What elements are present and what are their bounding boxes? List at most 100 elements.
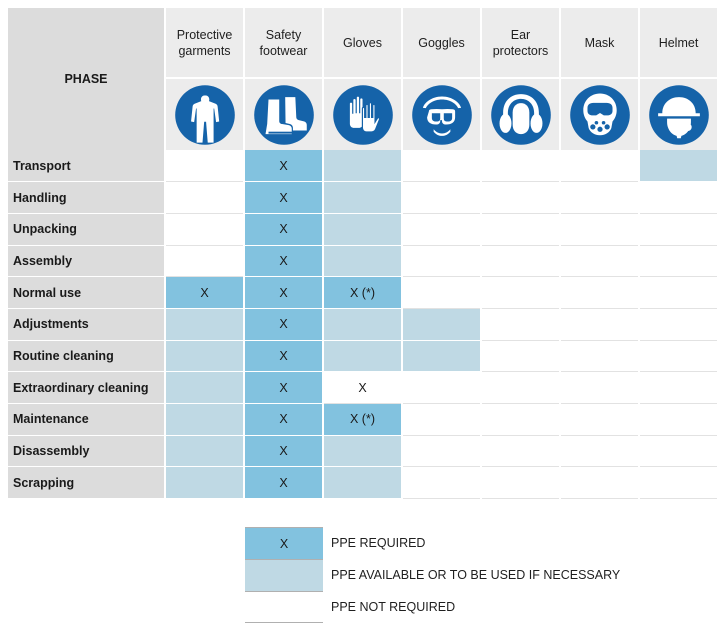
ppe-cell bbox=[402, 308, 482, 341]
ppe-cell: X bbox=[244, 276, 324, 309]
ppe-cell bbox=[165, 213, 245, 246]
phase-label: Scrapping bbox=[8, 466, 166, 500]
legend-swatch bbox=[245, 591, 323, 623]
table-row: Transport X bbox=[8, 150, 717, 183]
column-header-text: Helmet bbox=[658, 35, 699, 50]
column-header-text: Protective bbox=[176, 27, 233, 42]
ppe-cell bbox=[481, 435, 561, 468]
ppe-table: PHASE Protective garments Safety footwear Gl… bbox=[8, 8, 717, 500]
table-row: Unpacking X bbox=[8, 213, 717, 246]
column-header-safety-footwear: Safety footwear bbox=[244, 8, 324, 78]
ppe-cell bbox=[560, 340, 640, 373]
ppe-cell bbox=[639, 308, 717, 341]
legend-label: PPE AVAILABLE OR TO BE USED IF NECESSARY bbox=[331, 568, 621, 582]
ppe-cell bbox=[165, 150, 245, 183]
ppe-cell: X bbox=[165, 276, 245, 309]
ppe-cell: X bbox=[244, 371, 324, 404]
protective-garments-icon bbox=[174, 84, 235, 145]
ppe-cell bbox=[639, 181, 717, 214]
ppe-cell bbox=[165, 435, 245, 468]
ppe-cell bbox=[481, 340, 561, 373]
column-header-text: Ear bbox=[510, 27, 531, 42]
table-row: Handling X bbox=[8, 181, 717, 214]
ppe-cell bbox=[560, 371, 640, 404]
ppe-cell bbox=[323, 150, 403, 183]
ear-protectors-icon bbox=[490, 84, 551, 145]
ppe-cell bbox=[323, 466, 403, 500]
phase-label: Adjustments bbox=[8, 308, 166, 341]
ppe-cell bbox=[481, 213, 561, 246]
legend-label: PPE REQUIRED bbox=[331, 536, 426, 550]
ppe-cell bbox=[560, 308, 640, 341]
column-icon-cell bbox=[639, 77, 717, 150]
goggles-icon bbox=[411, 84, 472, 145]
ppe-cell bbox=[323, 308, 403, 341]
phase-label: Disassembly bbox=[8, 435, 166, 468]
ppe-cell bbox=[639, 340, 717, 373]
gloves-icon bbox=[332, 84, 393, 145]
ppe-cell bbox=[639, 245, 717, 278]
phase-label: Unpacking bbox=[8, 213, 166, 246]
column-header-mask: Mask bbox=[560, 8, 640, 78]
ppe-cell bbox=[323, 340, 403, 373]
table-row: Disassembly X bbox=[8, 435, 717, 468]
ppe-cell bbox=[402, 340, 482, 373]
ppe-cell bbox=[165, 466, 245, 500]
ppe-cell bbox=[402, 150, 482, 183]
helmet-icon bbox=[648, 84, 709, 145]
column-header-ear-protectors: Ear protectors bbox=[481, 8, 561, 78]
phase-label: Maintenance bbox=[8, 403, 166, 436]
ppe-cell bbox=[165, 181, 245, 214]
ppe-cell bbox=[165, 308, 245, 341]
ppe-cell: X bbox=[244, 435, 324, 468]
column-header-text: protectors bbox=[492, 43, 549, 58]
column-icon-cell bbox=[560, 77, 640, 150]
ppe-cell: X (*) bbox=[323, 276, 403, 309]
phase-label: Transport bbox=[8, 150, 166, 183]
legend-swatch bbox=[245, 559, 323, 591]
ppe-cell bbox=[639, 435, 717, 468]
column-header-gloves: Gloves bbox=[323, 8, 403, 78]
ppe-cell bbox=[481, 181, 561, 214]
ppe-cell bbox=[481, 466, 561, 500]
phase-label: Extraordinary cleaning bbox=[8, 371, 166, 404]
table-row: Scrapping X bbox=[8, 466, 717, 500]
ppe-cell: X bbox=[244, 308, 324, 341]
ppe-cell bbox=[560, 213, 640, 246]
legend-label: PPE NOT REQUIRED bbox=[331, 600, 456, 614]
phase-label: Handling bbox=[8, 181, 166, 214]
ppe-cell bbox=[165, 371, 245, 404]
ppe-cell bbox=[560, 245, 640, 278]
ppe-cell bbox=[402, 435, 482, 468]
ppe-cell bbox=[402, 245, 482, 278]
ppe-cell bbox=[639, 150, 717, 183]
ppe-cell bbox=[323, 245, 403, 278]
ppe-cell bbox=[402, 371, 482, 404]
ppe-cell bbox=[481, 371, 561, 404]
ppe-cell bbox=[481, 245, 561, 278]
ppe-cell bbox=[481, 308, 561, 341]
ppe-cell: X bbox=[244, 403, 324, 436]
column-header-text: Gloves bbox=[343, 35, 382, 50]
ppe-cell: X (*) bbox=[323, 403, 403, 436]
column-header-goggles: Goggles bbox=[402, 8, 482, 78]
ppe-cell bbox=[639, 371, 717, 404]
column-icon-cell bbox=[323, 77, 403, 150]
ppe-cell bbox=[481, 276, 561, 309]
ppe-cell bbox=[560, 181, 640, 214]
ppe-cell: X bbox=[244, 245, 324, 278]
ppe-cell bbox=[639, 276, 717, 309]
ppe-cell bbox=[165, 403, 245, 436]
mask-icon bbox=[569, 84, 630, 145]
legend-swatch: X bbox=[245, 527, 323, 559]
column-header-text: footwear bbox=[259, 43, 308, 58]
phase-label: Normal use bbox=[8, 276, 166, 309]
ppe-cell bbox=[560, 276, 640, 309]
ppe-cell bbox=[402, 276, 482, 309]
ppe-cell: X bbox=[323, 371, 403, 404]
column-icon-cell bbox=[244, 77, 324, 150]
ppe-cell bbox=[639, 466, 717, 500]
ppe-cell bbox=[165, 245, 245, 278]
column-icon-cell bbox=[481, 77, 561, 150]
column-header-helmet: Helmet bbox=[639, 8, 717, 78]
